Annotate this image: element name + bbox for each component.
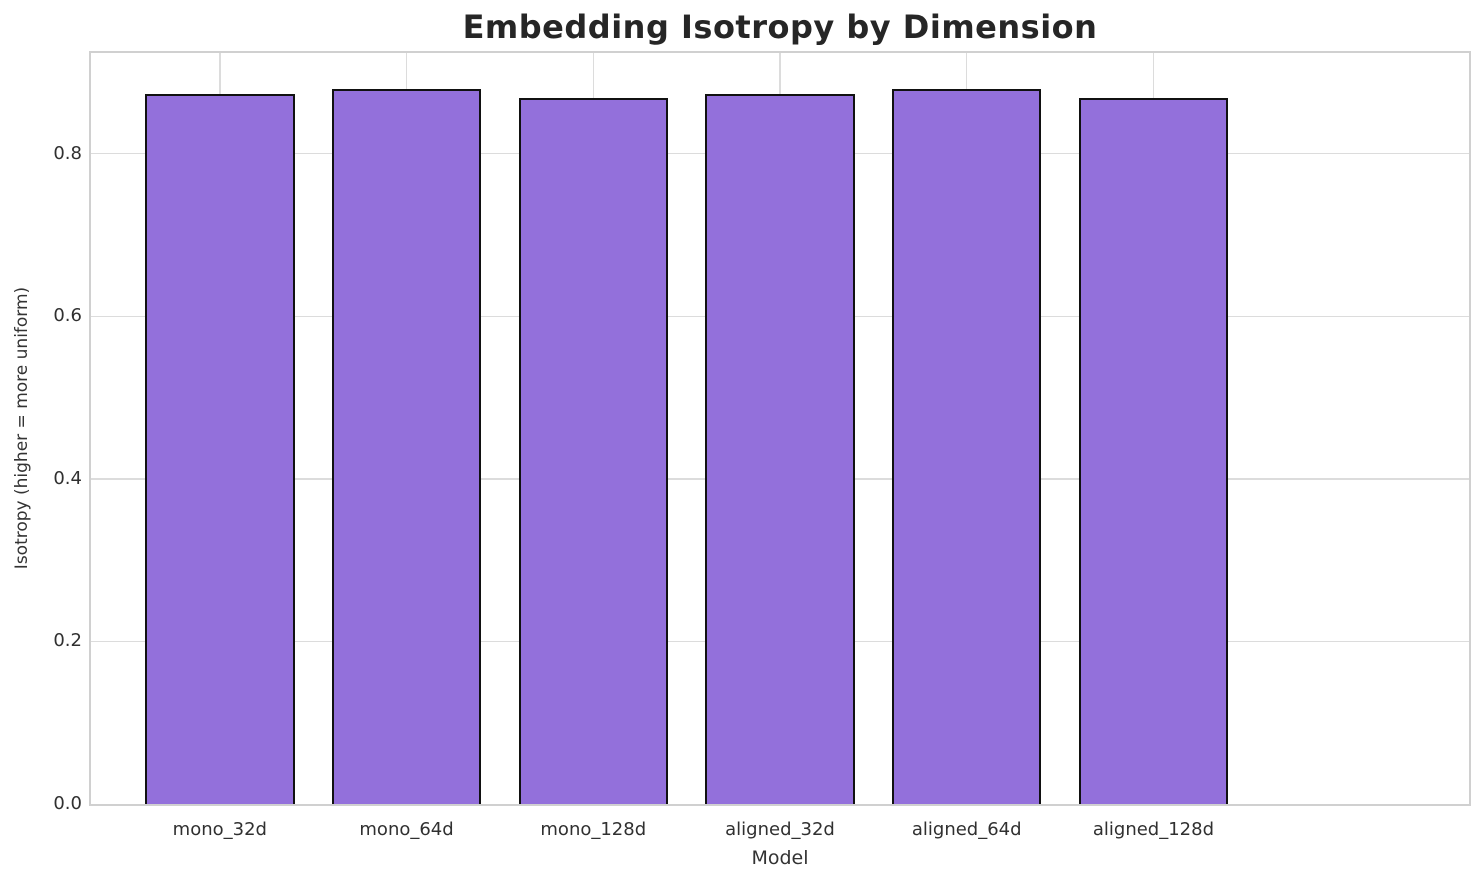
x-tick-label: mono_64d <box>359 819 454 840</box>
y-tick-label: 0.0 <box>53 793 82 814</box>
x-tick-label: aligned_128d <box>1092 819 1215 840</box>
x-tick-label: mono_32d <box>172 819 267 840</box>
y-tick-label: 0.6 <box>53 305 82 327</box>
plot-spine-top <box>91 51 1471 53</box>
x-tick-label: aligned_32d <box>725 819 835 840</box>
bar-mono_64d <box>331 88 482 804</box>
x-tick-label: mono_128d <box>540 819 647 840</box>
plot-spine-bottom <box>91 804 1471 806</box>
bar-mono_128d <box>518 97 668 804</box>
x-tick-label: aligned_64d <box>911 819 1022 840</box>
y-tick-label: 0.2 <box>53 630 82 652</box>
plot-spine-right <box>1469 51 1471 806</box>
chart-title: Embedding Isotropy by Dimension <box>462 8 1098 46</box>
bar-aligned_32d <box>705 94 855 804</box>
x-axis-label: Model <box>751 847 809 869</box>
y-axis-label: Isotropy (higher = more uniform) <box>12 286 32 570</box>
bar-mono_32d <box>145 93 295 804</box>
plot-spine-left <box>89 51 91 806</box>
bar-aligned_128d <box>1078 97 1229 804</box>
y-tick-label: 0.8 <box>53 142 82 164</box>
bar-aligned_64d <box>892 88 1042 804</box>
y-tick-label: 0.4 <box>53 467 82 489</box>
